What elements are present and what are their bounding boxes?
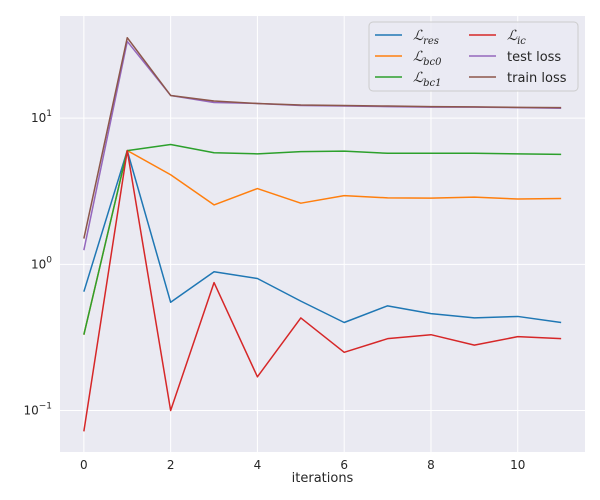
- legend-label: ℒbc0: [413, 49, 442, 68]
- legend-label: ℒbc1: [413, 70, 441, 89]
- x-tick-label: 6: [340, 458, 348, 472]
- legend-label: train loss: [507, 71, 567, 86]
- legend: ℒres ℒic ℒbc0 test loss ℒbc1 train loss: [368, 21, 579, 92]
- y-tick-label: 10−1: [23, 401, 52, 417]
- series-line-ℒ-ic: [83, 149, 562, 432]
- x-tick-label: 0: [80, 458, 88, 472]
- series-line-ℒ-bc0: [83, 149, 562, 335]
- series-line-train-loss: [83, 36, 562, 239]
- x-axis-label: iterations: [292, 471, 354, 486]
- legend-label: test loss: [507, 50, 561, 65]
- series-line-ℒ-bc1: [83, 143, 562, 335]
- x-tick-label: 10: [510, 458, 525, 472]
- legend-label: ℒic: [507, 28, 526, 47]
- x-tick-label: 8: [427, 458, 435, 472]
- y-axis-ticks: 10−1 100 101: [23, 109, 52, 417]
- y-tick-label: 101: [31, 109, 52, 125]
- x-tick-label: 2: [167, 458, 175, 472]
- x-axis-ticks: 0 2 4 6 8 10: [80, 458, 525, 472]
- y-tick-label: 100: [31, 255, 52, 271]
- series-line-ℒ-res: [83, 149, 562, 324]
- legend-label: ℒres: [413, 28, 439, 47]
- series-lines: [83, 36, 562, 432]
- x-tick-label: 4: [254, 458, 262, 472]
